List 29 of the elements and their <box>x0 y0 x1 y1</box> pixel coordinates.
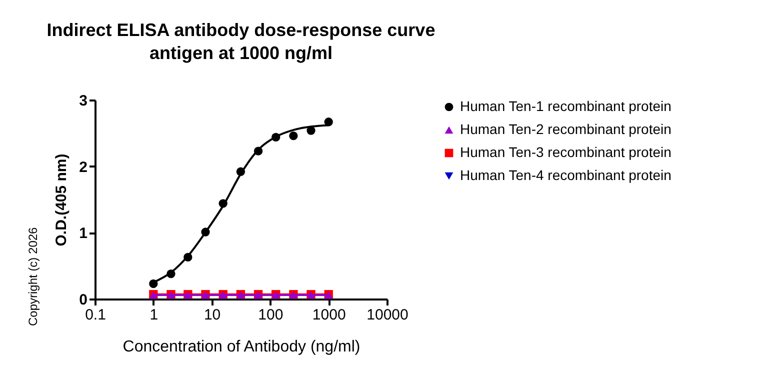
point <box>272 132 280 142</box>
point <box>201 228 210 236</box>
legend-label: Human Ten-1 recombinant protein <box>460 98 672 114</box>
chart-title: Indirect ELISA antibody dose-response curve antigen at 1000 ng/ml <box>46 20 436 63</box>
y-tick-label: 2 <box>79 158 88 176</box>
point <box>149 279 158 288</box>
x-tick-label: 1 <box>150 306 158 324</box>
point <box>236 167 246 176</box>
point <box>306 126 316 135</box>
legend-label: Human Ten-2 recombinant protein <box>460 121 672 137</box>
legend-label: Human Ten-4 recombinant protein <box>460 167 672 183</box>
y-tick-label: 1 <box>79 225 88 242</box>
x-tick-label: 10 <box>204 306 221 324</box>
point <box>289 132 298 140</box>
point <box>254 146 263 156</box>
y-axis-title: O.D.(405 nm) <box>53 154 70 246</box>
x-axis-title: Concentration of Antibody (ng/ml) <box>122 338 360 356</box>
point <box>166 269 176 278</box>
x-tick-label: 0.1 <box>85 306 106 324</box>
point <box>218 199 228 208</box>
point <box>184 252 192 262</box>
x-tick-label: 1000 <box>312 306 346 324</box>
y-tick-label: 3 <box>79 92 88 110</box>
point <box>324 118 333 126</box>
x-tick-label: 10000 <box>366 306 408 324</box>
text: Copyright (c) 2026 <box>26 227 40 326</box>
x-tick-label: 100 <box>258 306 284 324</box>
legend-label: Human Ten-3 recombinant protein <box>460 144 672 160</box>
y-tick-label: 0 <box>79 292 88 308</box>
